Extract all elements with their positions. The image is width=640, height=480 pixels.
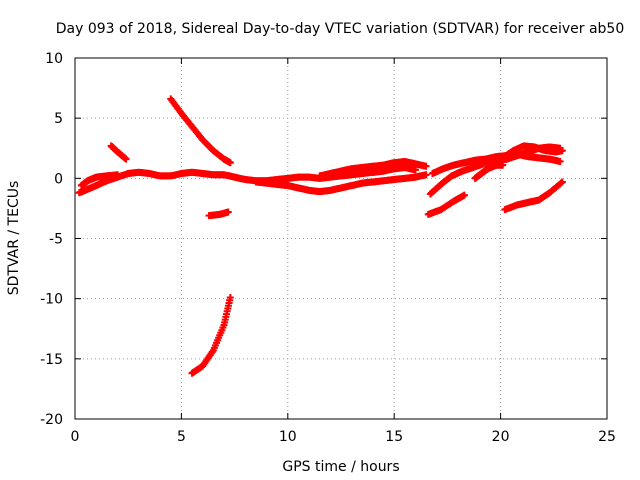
data-layer [75, 95, 566, 377]
x-tick-label: 5 [177, 429, 186, 445]
track-short-flat [205, 208, 232, 220]
y-tick-label: -5 [49, 232, 63, 248]
data-point [556, 157, 564, 165]
track-early [77, 171, 122, 190]
data-point [558, 147, 566, 155]
x-axis-label: GPS time / hours [282, 459, 399, 475]
chart-title: Day 093 of 2018, Sidereal Day-to-day VTE… [56, 21, 625, 37]
track-lower-mid [252, 171, 430, 196]
data-point [557, 179, 565, 187]
data-point [499, 161, 507, 169]
track-upper-mid [316, 157, 430, 180]
data-point [226, 293, 234, 301]
y-tick-label: -20 [40, 412, 63, 428]
y-tick-label: 10 [45, 51, 63, 67]
data-point [460, 191, 468, 199]
y-tick-label: -15 [40, 352, 63, 368]
track-evening-7 [471, 161, 507, 182]
data-point [558, 178, 566, 186]
x-tick-label: 0 [71, 429, 80, 445]
data-point [422, 171, 430, 179]
track-baseline [75, 164, 419, 197]
y-axis-label: SDTVAR / TECUs [6, 181, 22, 296]
data-point [224, 208, 232, 216]
y-tick-label: 5 [54, 111, 63, 127]
ticks: 0 5 10 15 20 25 -20 -15 -10 -5 0 5 10 [40, 51, 616, 445]
data-point [422, 162, 430, 170]
data-point [114, 171, 122, 179]
track-short-descent [107, 142, 130, 163]
track-evening-5 [424, 191, 468, 218]
x-tick-label: 20 [492, 429, 510, 445]
x-tick-label: 15 [385, 429, 403, 445]
data-point [411, 166, 419, 174]
x-tick-label: 25 [598, 429, 616, 445]
y-tick-label: 0 [54, 171, 63, 187]
track-dip [188, 293, 234, 377]
x-tick-label: 10 [279, 429, 297, 445]
track-evening-6 [501, 178, 566, 214]
track-descending [167, 95, 234, 167]
data-point [122, 155, 130, 163]
track-evening-4 [490, 142, 566, 163]
y-tick-label: -10 [40, 292, 63, 308]
data-point [226, 159, 234, 167]
